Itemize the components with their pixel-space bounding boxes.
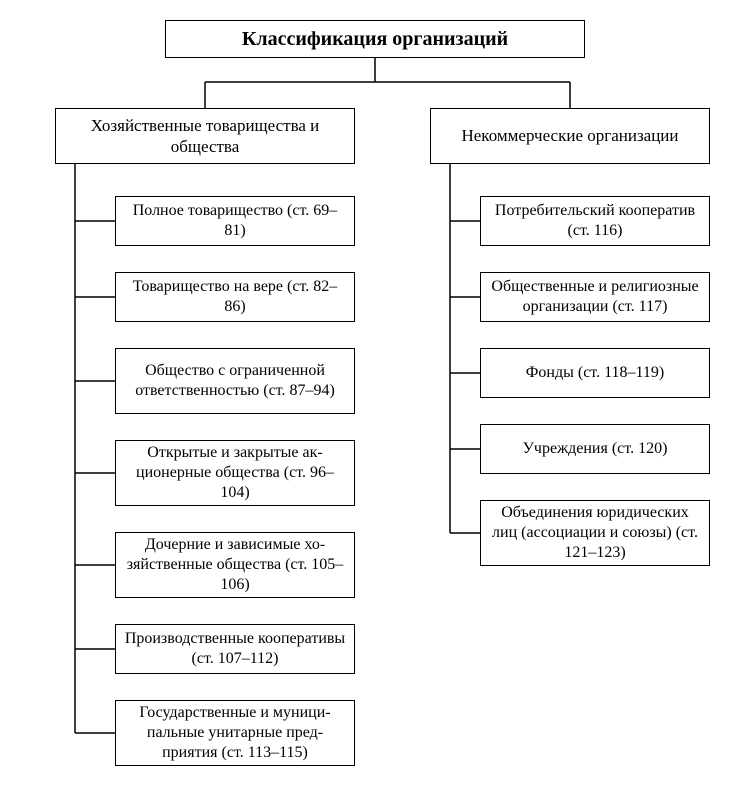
item-box: Государственные и муници­пальные унитарн… xyxy=(115,700,355,766)
item-box: Учреждения (ст. 120) xyxy=(480,424,710,474)
item-box: Общество с ограниченной ответственностью… xyxy=(115,348,355,414)
item-box: Производственные коопе­ративы (ст. 107–1… xyxy=(115,624,355,674)
item-box: Фонды (ст. 118–119) xyxy=(480,348,710,398)
category-box: Хозяйственные товарищества и общества xyxy=(55,108,355,164)
item-box: Товарищество на вере (ст. 82–86) xyxy=(115,272,355,322)
item-box: Дочерние и зависимые хо­зяйственные обще… xyxy=(115,532,355,598)
item-box: Потребительский коопе­ратив (ст. 116) xyxy=(480,196,710,246)
item-box: Общественные и религиоз­ные организации … xyxy=(480,272,710,322)
item-box: Объединения юридических лиц (ассоциации … xyxy=(480,500,710,566)
item-box: Полное товарищество (ст. 69–81) xyxy=(115,196,355,246)
item-box: Открытые и закрытые ак­ционерные обществ… xyxy=(115,440,355,506)
diagram-title: Классификация организаций xyxy=(165,20,585,58)
category-box: Некоммерческие организации xyxy=(430,108,710,164)
